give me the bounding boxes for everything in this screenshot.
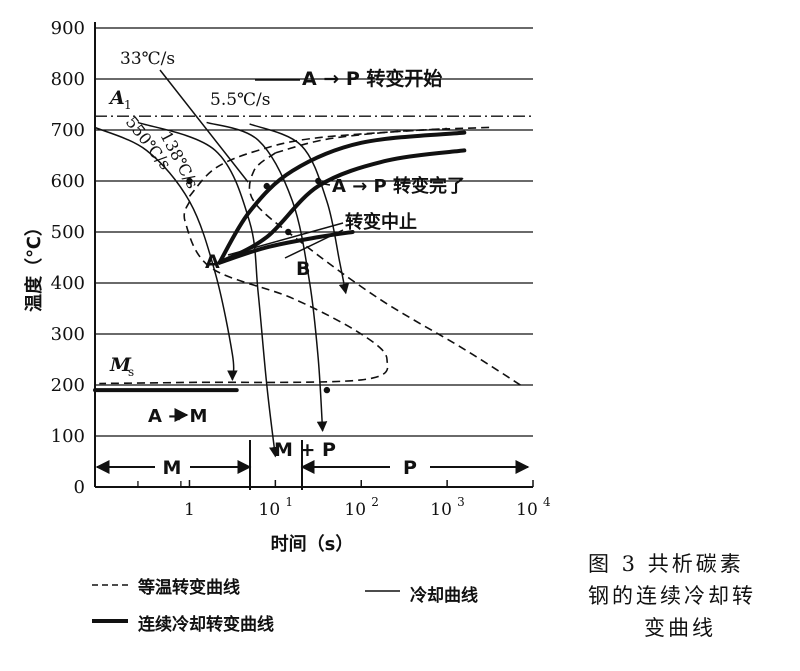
leader-a-to-p-end [317, 182, 331, 186]
tick-labels: 0 100 200 300 400 500 600 700 800 900 1 10 1 10 2 10 3 10… [51, 18, 551, 520]
x-tick-label-4: 10 [516, 500, 538, 520]
y-tick-label-100: 100 [51, 426, 85, 447]
series-8-bold [217, 130, 467, 265]
leader-interrupt-a [227, 222, 344, 256]
y-tick-label-400: 400 [51, 273, 85, 294]
rate-label-33: 33℃/s [120, 49, 175, 69]
annotation-interrupt: 转变中止 [345, 211, 417, 233]
y-tick-label-500: 500 [51, 222, 85, 243]
region-m-label: M [163, 457, 182, 479]
leader-33 [159, 69, 249, 183]
series-5-dashed [99, 201, 389, 385]
annotation-a-to-m: A → M [148, 406, 207, 427]
y-tick-label-200: 200 [51, 375, 85, 396]
leader-lines [159, 69, 344, 259]
point-b-label: B [296, 258, 310, 280]
caption-line-3: 变曲线 [644, 616, 716, 640]
y-tick-label-300: 300 [51, 324, 85, 345]
a1-label-main: A [108, 87, 125, 109]
series-6-dashed [275, 126, 491, 154]
series-9-bold [217, 148, 467, 265]
x-tick-label-2: 10 [344, 500, 366, 520]
ms-label-main: M [109, 354, 132, 376]
y-axis-label: 温度（℃） [23, 218, 45, 312]
intersection-dot-3 [285, 228, 292, 236]
x-tick-exponent-2: 2 [371, 495, 379, 509]
axes [94, 22, 534, 488]
series-7-dashed [248, 152, 525, 389]
series-0-thin [94, 126, 238, 381]
series-3-thin [249, 123, 350, 295]
legend-bold-label: 连续冷却转变曲线 [138, 615, 274, 635]
figure-caption: 图 3 共析碳素 钢的连续冷却转 变曲线 [588, 548, 788, 644]
y-tick-label-600: 600 [51, 171, 85, 192]
intersection-dot-4 [323, 386, 331, 394]
caption-line-2: 钢的连续冷却转 [588, 584, 756, 608]
annotation-a-to-p-end: A → P 转变完了 [332, 175, 465, 197]
series-lines [93, 121, 525, 458]
series-2-thin [206, 121, 328, 432]
ms-label: M s [109, 354, 134, 379]
series-10-bold [217, 230, 355, 265]
y-tick-label-900: 900 [51, 18, 85, 39]
intersection-dot-0 [186, 177, 193, 185]
x-tick-label-0: 1 [184, 500, 195, 520]
rate-label-5-5: 5.5℃/s [210, 90, 271, 110]
x-tick-label-1: 10 [259, 500, 281, 520]
legend-dashed-label: 等温转变曲线 [138, 578, 240, 598]
annotation-a-to-p-start: A → P 转变开始 [302, 67, 442, 90]
caption-line-1: 图 3 共析碳素 [588, 552, 744, 576]
region-mp-label: M + P [274, 439, 336, 461]
ms-label-sub: s [128, 365, 134, 379]
a1-label: A 1 [108, 87, 132, 112]
legend-thin-label: 冷却曲线 [410, 586, 478, 606]
region-p-label: P [403, 457, 417, 479]
point-a-label: A [205, 251, 220, 273]
a1-label-sub: 1 [124, 98, 132, 112]
intersection-dot-1 [263, 182, 270, 190]
x-tick-exponent-4: 4 [543, 495, 551, 509]
x-tick-exponent-3: 3 [457, 495, 465, 509]
legend-samples [92, 584, 400, 623]
region-arrows [95, 408, 530, 490]
x-tick-exponent-1: 1 [285, 495, 293, 509]
x-axis-label: 时间（s） [271, 534, 354, 555]
x-tick-label-3: 10 [430, 500, 452, 520]
y-tick-label-700: 700 [51, 120, 85, 141]
y-tick-label-0: 0 [74, 477, 85, 498]
leader-interrupt-b [284, 229, 344, 259]
y-tick-label-800: 800 [51, 69, 85, 90]
